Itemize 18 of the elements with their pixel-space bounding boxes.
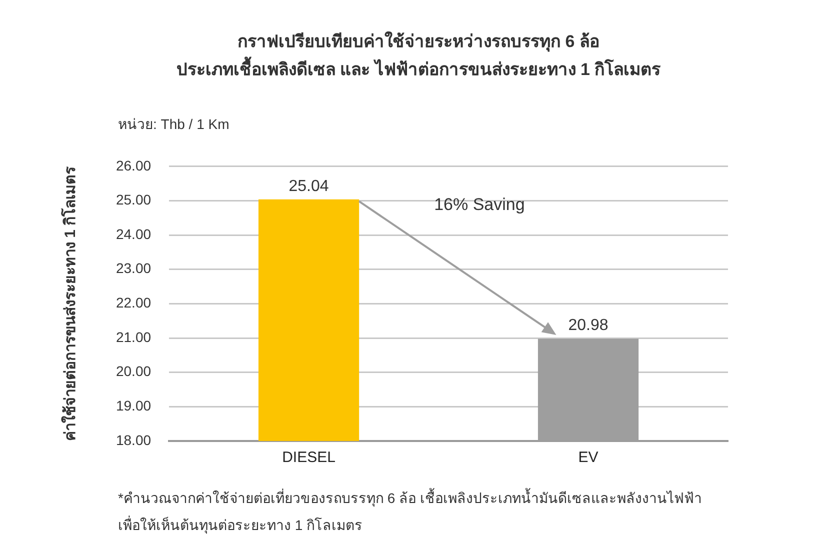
y-tick-label: 22.00 [116, 294, 152, 311]
y-axis-title: ค่าใช้จ่ายต่อการขนส่งระยะทาง 1 กิโลเมตร [60, 165, 80, 442]
data-label: 20.98 [568, 317, 608, 334]
y-tick-label: 21.00 [116, 328, 152, 345]
text: *คำนวณจากค่าใช้จ่ายต่อเที่ยวของรถบรรทุก 6 ล้อ เชื้อเพลิงประเภทน้ำมันดีเซลและพลังงานไฟฟ้า เพื่อให้เห็นต้นทุนต่อระยะทาง 1 กิโลเมตร [118, 487, 702, 536]
y-tick-label: 24.00 [116, 226, 152, 242]
annotation: 16% Saving [434, 195, 525, 214]
y-tick-label: 19.00 [116, 398, 152, 414]
chart-title: กราฟเปรียบเทียบค่าใช้จ่ายระหว่างรถบรรทุก 6 ล้อ ประเภทเชื้อเพลิงดีเซล และ ไฟฟ้าต่อการขนส่งระยะทาง 1 กิโลเมตร [175, 30, 662, 81]
data-label: 25.04 [288, 178, 329, 195]
y-tick-label: 26.00 [116, 157, 152, 174]
y-tick-label: 18.00 [116, 432, 152, 448]
y-tick-label: 20.00 [116, 363, 152, 380]
y-tick-label: 25.00 [116, 192, 152, 208]
y-tick-label: 23.00 [116, 260, 152, 276]
x-tick-label: DIESEL [282, 449, 336, 466]
x-tick-label: EV [578, 449, 598, 466]
chart-subtitle: หน่วย: Thb / 1 Km [118, 115, 230, 134]
